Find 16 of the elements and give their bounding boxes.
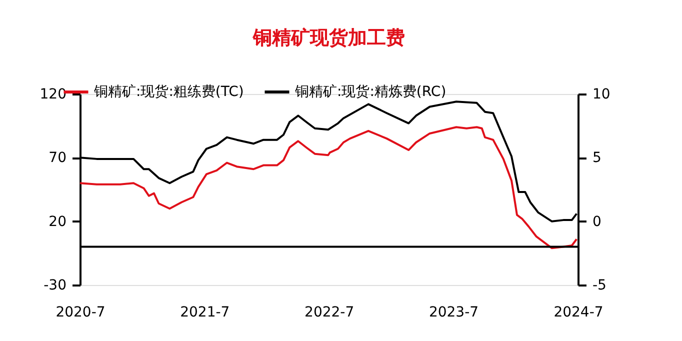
x-tick-label: 2022-7 (304, 304, 354, 320)
line-series (79, 126, 578, 250)
x-tick-label: 2020-7 (56, 304, 106, 320)
y-tick-label: 20 (48, 214, 66, 230)
chart-title: 铜精矿现货加工费 (252, 27, 405, 49)
x-tick-label: 2021-7 (180, 304, 230, 320)
x-tick-label: 2023-7 (428, 304, 479, 320)
x-tick-label: 2024-7 (554, 304, 604, 320)
y2-tick-label: 5 (592, 150, 602, 166)
y2-tick-label: 10 (592, 86, 610, 102)
y-tick-label: 70 (48, 150, 66, 166)
y2-tick-label: -5 (592, 278, 606, 294)
legend-label: 铜精矿:现货:粗练费(TC) (93, 84, 244, 100)
y-tick-label: -30 (44, 278, 66, 294)
y2-tick-label: 0 (592, 214, 602, 230)
legend-label: 铜精矿:现货:精炼费(RC) (294, 84, 446, 100)
